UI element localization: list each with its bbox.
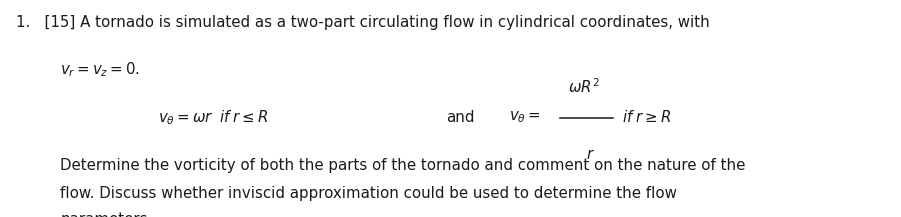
- Text: $v_r = v_z = 0.$: $v_r = v_z = 0.$: [60, 61, 141, 79]
- Text: $r$: $r$: [586, 146, 595, 162]
- Text: $v_\theta = \omega r\;\; if\; r \leq R$: $v_\theta = \omega r\;\; if\; r \leq R$: [158, 108, 268, 127]
- Text: $if\; r \geq R$: $if\; r \geq R$: [622, 109, 670, 125]
- Text: $v_\theta =$: $v_\theta =$: [509, 109, 541, 125]
- Text: and: and: [446, 110, 475, 125]
- Text: Determine the vorticity of both the parts of the tornado and comment on the natu: Determine the vorticity of both the part…: [60, 158, 746, 173]
- Text: flow. Discuss whether inviscid approximation could be used to determine the flow: flow. Discuss whether inviscid approxima…: [60, 186, 678, 201]
- Text: parameters.: parameters.: [60, 212, 152, 217]
- Text: 1.   [15] A tornado is simulated as a two-part circulating flow in cylindrical c: 1. [15] A tornado is simulated as a two-…: [16, 15, 710, 30]
- Text: $\omega R^2$: $\omega R^2$: [568, 77, 600, 96]
